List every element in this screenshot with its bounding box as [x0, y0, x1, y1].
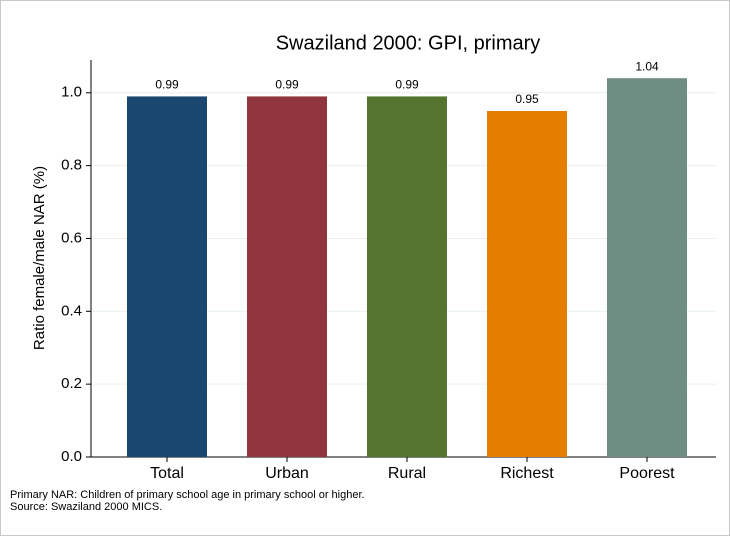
y-tick-label: 0.0 — [61, 448, 82, 465]
bar — [247, 96, 327, 457]
y-tick-label: 1.0 — [61, 84, 82, 101]
data-label: 0.99 — [155, 78, 179, 92]
y-tick-label: 0.2 — [61, 375, 82, 392]
footnote: Source: Swaziland 2000 MICS. — [10, 501, 162, 513]
x-tick-label: Rural — [388, 465, 426, 482]
data-label: 0.99 — [275, 78, 299, 92]
bar — [367, 96, 447, 457]
x-tick-label: Poorest — [619, 465, 675, 482]
y-axis-label: Ratio female/male NAR (%) — [31, 166, 48, 350]
data-label: 0.95 — [515, 92, 539, 106]
y-tick-label: 0.6 — [61, 229, 82, 246]
x-tick-label: Richest — [500, 465, 554, 482]
data-label: 1.04 — [635, 59, 659, 73]
bar — [487, 110, 567, 458]
y-tick-label: 0.4 — [61, 302, 82, 319]
data-label: 0.99 — [395, 78, 419, 92]
x-tick-label: Urban — [265, 465, 309, 482]
y-tick-label: 0.8 — [61, 157, 82, 174]
x-tick-label: Total — [150, 465, 184, 482]
bar — [607, 78, 687, 458]
chart-title: Swaziland 2000: GPI, primary — [276, 32, 541, 54]
footnote: Primary NAR: Children of primary school … — [10, 489, 365, 501]
bar — [127, 96, 207, 457]
